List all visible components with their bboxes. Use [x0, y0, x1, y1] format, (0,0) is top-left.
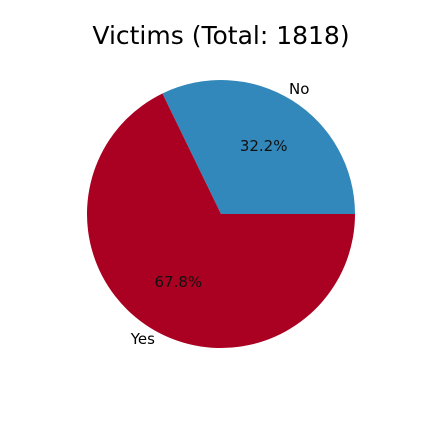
pie-labels: 32.2% No 67.8% Yes — [130, 80, 310, 348]
pie-slices — [86, 80, 355, 349]
category-label-no: No — [289, 80, 309, 98]
category-label-yes: Yes — [130, 330, 155, 348]
pct-label-no: 32.2% — [240, 137, 288, 155]
pct-label-yes: 67.8% — [155, 273, 203, 291]
pie-slice-yes — [86, 93, 355, 349]
pie-slice-no — [162, 80, 355, 214]
chart-title: Victims (Total: 1818) — [92, 21, 349, 50]
